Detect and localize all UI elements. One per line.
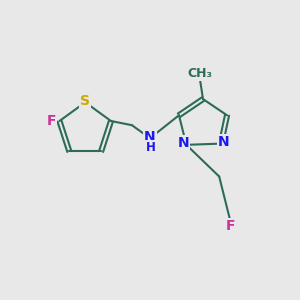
Text: F: F xyxy=(45,112,55,127)
Text: F: F xyxy=(226,219,236,233)
Text: H: H xyxy=(146,141,155,154)
Text: F: F xyxy=(46,114,56,128)
Text: N: N xyxy=(178,136,189,150)
Text: N: N xyxy=(144,130,156,144)
Text: CH₃: CH₃ xyxy=(188,67,213,80)
Text: N: N xyxy=(218,135,230,149)
Text: S: S xyxy=(80,94,90,107)
